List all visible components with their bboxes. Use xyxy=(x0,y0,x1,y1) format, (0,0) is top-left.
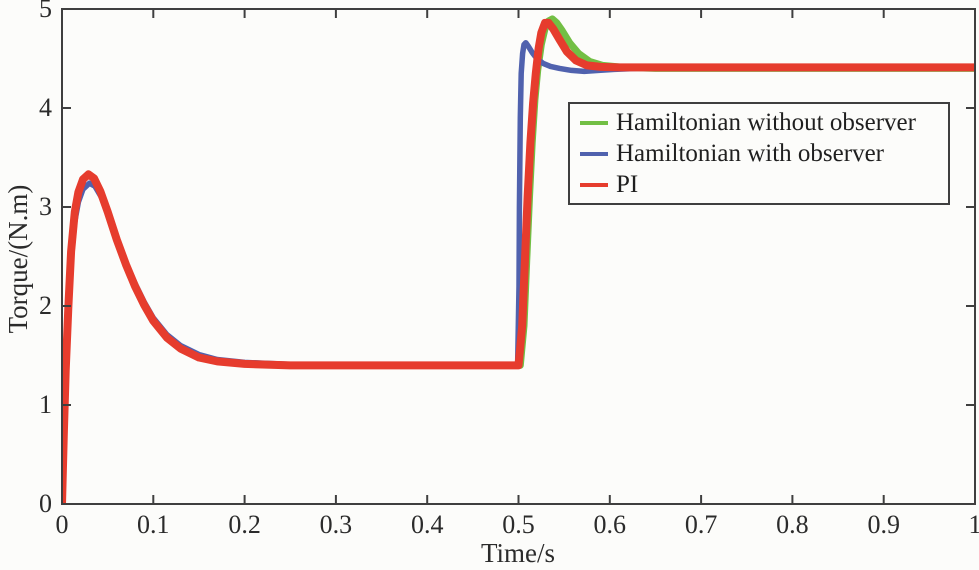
legend-entry-hamiltonian-with-observer: Hamiltonian with observer xyxy=(580,139,948,168)
x-tick-label: 0 xyxy=(55,510,69,539)
x-axis-title: Time/s xyxy=(480,538,556,568)
axes-frame-and-ticks xyxy=(61,8,976,505)
blue-line-swatch xyxy=(580,151,608,156)
series-curves xyxy=(62,15,975,504)
legend-box: Hamiltonian without observer Hamiltonian… xyxy=(568,102,950,205)
x-tick-label: 0.8 xyxy=(776,510,809,539)
x-tick-label: 0.9 xyxy=(867,510,900,539)
y-tick-label: 0 xyxy=(39,489,52,518)
legend-entry-hamiltonian-without-observer: Hamiltonian without observer xyxy=(580,108,948,137)
x-tick-label: 0.1 xyxy=(137,510,170,539)
x-tick-label: 0.4 xyxy=(410,510,444,539)
x-tick-label: 0.2 xyxy=(228,510,261,539)
legend-label: Hamiltonian without observer xyxy=(616,108,916,136)
x-tick-label: 1 xyxy=(968,510,979,539)
series-line-pi xyxy=(62,18,975,504)
y-axis-title: Torque/(N.m) xyxy=(3,184,33,334)
y-tick-label: 1 xyxy=(39,390,52,419)
legend-label: PI xyxy=(616,170,639,198)
x-tick-label: 0.6 xyxy=(593,510,627,539)
red-line-swatch xyxy=(580,182,608,187)
legend-label: Hamiltonian with observer xyxy=(616,139,884,167)
x-tick-label: 0.5 xyxy=(502,510,535,539)
x-tick-label: 0.7 xyxy=(684,510,718,539)
y-tick-label: 3 xyxy=(39,192,52,221)
green-line-swatch xyxy=(580,120,608,125)
plot-frame xyxy=(61,8,976,505)
x-tick-label: 0.3 xyxy=(319,510,353,539)
legend-entry-pi: PI xyxy=(580,170,948,199)
y-tick-label: 2 xyxy=(39,291,52,320)
y-tick-label: 4 xyxy=(39,93,52,122)
y-tick-label: 5 xyxy=(39,0,52,23)
